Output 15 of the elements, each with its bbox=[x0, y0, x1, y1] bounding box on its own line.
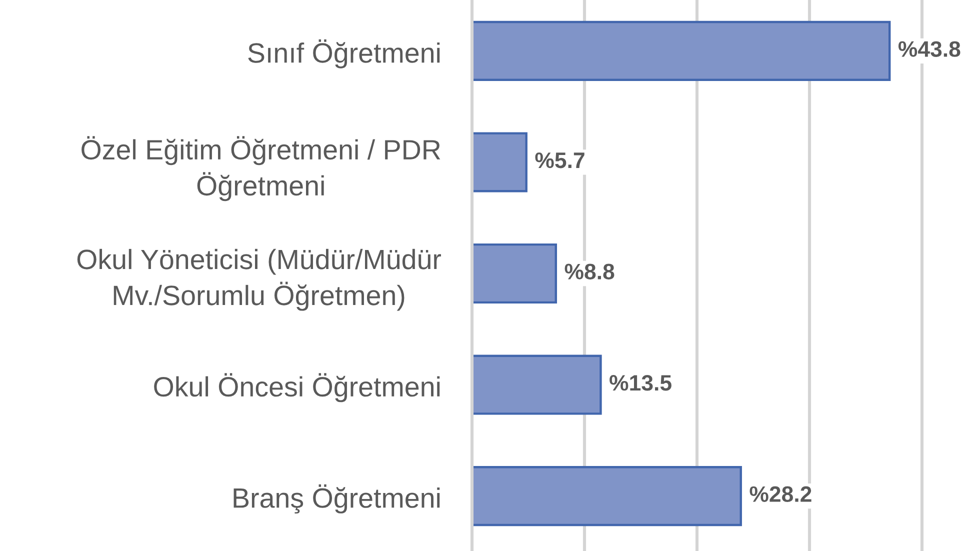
data-label: %5.7 bbox=[535, 152, 584, 168]
bar bbox=[472, 132, 528, 192]
data-label: %8.8 bbox=[564, 264, 614, 280]
y-tick-label: Branş Öğretmeni bbox=[234, 484, 440, 514]
bar bbox=[472, 466, 742, 526]
bar bbox=[472, 243, 558, 304]
bar bbox=[472, 20, 891, 81]
data-label: %28.2 bbox=[750, 486, 812, 502]
y-tick-label: Okul Yöneticisi (Müdür/Müdür Mv./Sorumlu Öğretmen) bbox=[77, 248, 442, 311]
y-tick-label: Özel Eğitim Öğretmeni / PDR Öğretmeni bbox=[82, 136, 440, 202]
bar bbox=[472, 354, 602, 415]
y-tick-label: Okul Öncesi Öğretmeni bbox=[154, 373, 440, 402]
y-tick-label: Sınıf Öğretmeni bbox=[248, 39, 440, 68]
data-label: %43.8 bbox=[898, 41, 960, 57]
data-label: %13.5 bbox=[610, 374, 672, 391]
